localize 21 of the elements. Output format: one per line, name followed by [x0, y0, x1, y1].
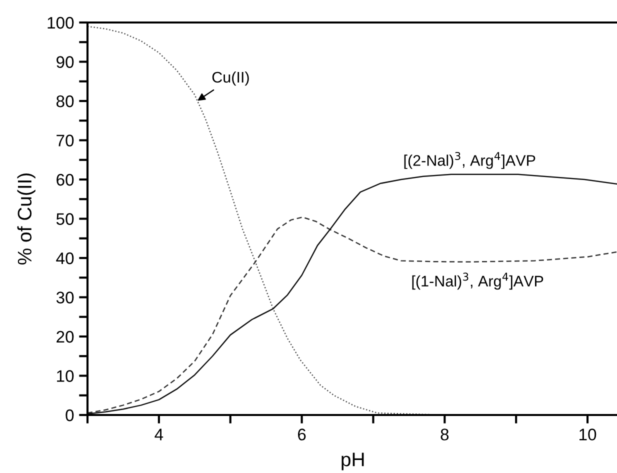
x-tick-label: 4	[154, 428, 164, 440]
y-axis-title: % of Cu(II)	[17, 173, 36, 265]
y-tick-label: 30	[56, 292, 74, 304]
y-tick-label: 10	[57, 370, 74, 382]
series-label: [(1-Nal)$^{3}$, Arg$^{4}$]AVP	[412, 272, 544, 290]
y-tick-label: 80	[56, 95, 74, 108]
y-tick-label: 40	[56, 252, 74, 264]
y-tick-label: 0	[66, 409, 74, 422]
line-series	[88, 216, 617, 414]
x-tick-label: 6	[298, 428, 306, 440]
y-tick-label: 20	[56, 330, 74, 343]
series-label: [(2-Nal)$^{3}$, Arg$^{4}$]AVP	[404, 152, 536, 169]
y-tick-label: 90	[56, 56, 74, 68]
x-axis-title: pH	[342, 452, 364, 470]
y-tick-label: 50	[56, 213, 74, 225]
y-tick-label: 70	[56, 134, 74, 146]
y-tick-label: 100	[48, 16, 74, 29]
x-tick-label: 10	[580, 428, 596, 440]
series-label: Cu(II)	[212, 71, 249, 86]
x-tick-label: 8	[440, 428, 449, 440]
y-tick-label: 60	[56, 174, 74, 186]
